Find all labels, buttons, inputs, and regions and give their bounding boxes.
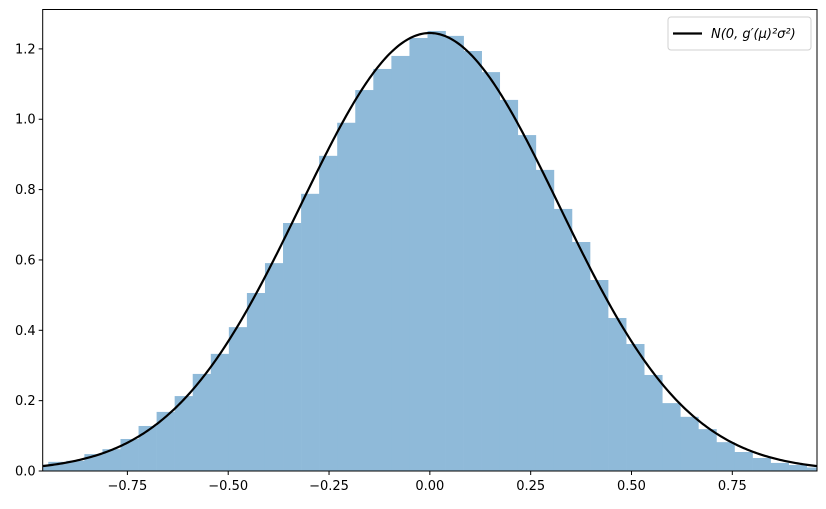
histogram-bar — [427, 30, 446, 471]
histogram-bar — [788, 465, 808, 471]
y-tick-label: 0.4 — [15, 324, 36, 339]
histogram-bar — [120, 438, 139, 471]
histogram-bar — [571, 242, 591, 471]
histogram-bar — [590, 279, 609, 471]
x-tick-label: −0.25 — [309, 479, 349, 494]
histogram-bar — [337, 122, 356, 471]
histogram-bar — [373, 68, 392, 471]
histogram-bar — [662, 403, 681, 471]
y-tick-label: 1.2 — [15, 42, 36, 57]
histogram-bar — [517, 135, 537, 471]
x-tick-label: −0.75 — [107, 479, 147, 494]
histogram-bar — [246, 293, 266, 471]
histogram-bar — [228, 327, 248, 471]
histogram-bar — [770, 462, 789, 471]
histogram-bar — [319, 155, 338, 471]
histogram-bar — [499, 99, 519, 471]
legend: N(0, g′(μ)²σ²) — [667, 16, 812, 51]
x-tick-label: 0.75 — [718, 479, 747, 494]
histogram-bar — [463, 51, 482, 471]
histogram-bar — [535, 169, 555, 471]
histogram-bar — [102, 449, 121, 471]
histogram-bar — [608, 317, 627, 471]
y-tick-label: 0.0 — [15, 465, 36, 480]
histogram-bar — [553, 208, 573, 471]
x-axis: −0.75 −0.50 −0.25 0.00 0.25 0.50 0.75 — [107, 471, 747, 494]
y-axis: 0.0 0.2 0.4 0.6 0.8 1.0 1.2 — [15, 42, 43, 480]
legend-label: N(0, g′(μ)²σ²) — [711, 27, 796, 42]
histogram-bar — [409, 37, 428, 471]
histogram-bar — [210, 353, 230, 471]
histogram-bar — [192, 373, 212, 471]
histogram-bar — [48, 461, 67, 471]
x-tick-label: −0.50 — [208, 479, 248, 494]
histogram-bar — [680, 416, 699, 471]
histogram-bar — [264, 263, 284, 471]
y-tick-label: 0.2 — [15, 394, 36, 409]
histogram-bar — [698, 429, 717, 471]
x-tick-label: 0.50 — [617, 479, 646, 494]
y-tick-label: 0.8 — [15, 183, 36, 198]
histogram-bar — [355, 90, 374, 471]
y-tick-label: 1.0 — [15, 113, 36, 128]
histogram-bar — [391, 55, 410, 471]
histogram-bar — [734, 452, 753, 471]
x-tick-label: 0.25 — [516, 479, 545, 494]
histogram-bar — [174, 396, 194, 471]
histogram-bar — [445, 35, 464, 471]
histogram-bar — [283, 223, 302, 471]
histogram-bar — [301, 193, 320, 471]
y-tick-label: 0.6 — [15, 253, 36, 268]
histogram-bar — [806, 467, 817, 471]
histogram-bar — [138, 425, 157, 471]
histogram-bar — [481, 72, 501, 471]
normal-curve — [42, 31, 817, 468]
histogram-bar — [716, 442, 735, 471]
histogram-bar — [156, 411, 175, 471]
histogram-bars — [42, 30, 817, 471]
histogram-bar — [752, 457, 771, 471]
histogram-bar — [626, 344, 645, 471]
x-tick-label: 0.00 — [415, 479, 444, 494]
histogram-bar — [42, 464, 49, 471]
histogram-bar — [644, 374, 663, 471]
histogram-bar — [66, 460, 85, 471]
